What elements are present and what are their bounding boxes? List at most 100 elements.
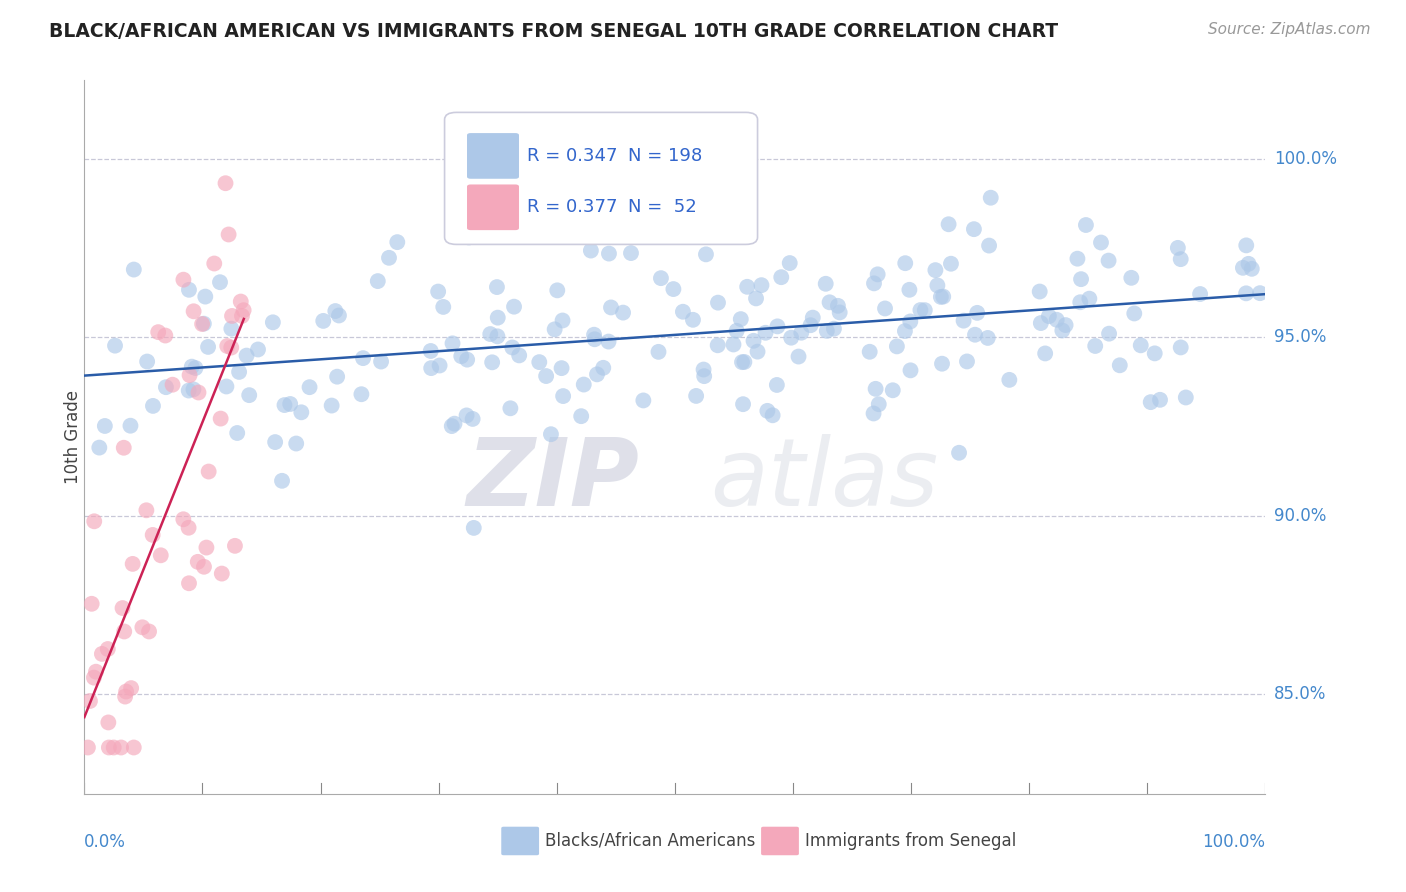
Point — [977, 331, 1000, 345]
Point — [534, 369, 557, 384]
Point — [583, 327, 606, 342]
Point — [97, 642, 120, 657]
Point — [195, 541, 218, 555]
Point — [952, 313, 974, 327]
Point — [135, 503, 157, 517]
Point — [235, 349, 257, 363]
Point — [756, 404, 779, 418]
Point — [193, 559, 215, 574]
Point — [730, 312, 752, 326]
Point — [693, 369, 716, 384]
Point — [350, 387, 373, 401]
Point — [540, 427, 562, 442]
Point — [932, 290, 955, 304]
Point — [692, 362, 714, 376]
Point — [963, 222, 986, 236]
Point — [1143, 346, 1166, 360]
Point — [219, 341, 242, 355]
Point — [180, 359, 202, 374]
Point — [766, 378, 789, 392]
Point — [177, 384, 200, 398]
Point — [94, 419, 117, 434]
Point — [367, 274, 389, 288]
Point — [779, 256, 801, 270]
Point — [461, 412, 484, 426]
Point — [650, 271, 672, 285]
Point — [463, 521, 485, 535]
Point — [97, 715, 120, 730]
Point — [894, 256, 917, 270]
Point — [747, 344, 769, 359]
Point — [271, 474, 294, 488]
Point — [79, 694, 101, 708]
Point — [215, 379, 238, 393]
Point — [1234, 238, 1257, 252]
Y-axis label: 10th Grade: 10th Grade — [65, 390, 82, 484]
Point — [247, 343, 270, 357]
Point — [238, 388, 260, 402]
Point — [486, 310, 509, 325]
Point — [745, 292, 768, 306]
Point — [1090, 235, 1112, 250]
Point — [898, 314, 921, 328]
Point — [312, 314, 335, 328]
Point — [827, 299, 849, 313]
Text: 90.0%: 90.0% — [1274, 507, 1326, 524]
Point — [479, 327, 502, 342]
Point — [1139, 395, 1161, 409]
Point — [1123, 306, 1146, 320]
Point — [370, 354, 392, 368]
Text: ZIP: ZIP — [467, 434, 640, 526]
Point — [620, 246, 643, 260]
Point — [450, 349, 472, 363]
Point — [543, 322, 565, 336]
Point — [586, 368, 609, 382]
Point — [966, 306, 988, 320]
Point — [730, 199, 752, 213]
Point — [456, 352, 478, 367]
Point — [441, 336, 464, 351]
Point — [457, 230, 479, 244]
Point — [187, 555, 209, 569]
Point — [136, 354, 159, 368]
Point — [221, 309, 243, 323]
Point — [131, 620, 153, 634]
Point — [1174, 391, 1197, 405]
Text: N = 198: N = 198 — [627, 147, 702, 165]
Point — [508, 348, 530, 362]
Point — [612, 305, 634, 319]
Point — [882, 384, 904, 398]
Text: atlas: atlas — [710, 434, 939, 525]
Point — [111, 601, 134, 615]
Point — [725, 324, 748, 338]
Point — [217, 339, 239, 353]
Point — [980, 191, 1002, 205]
Point — [598, 246, 620, 260]
Point — [1033, 346, 1056, 360]
Point — [1052, 324, 1074, 338]
Point — [89, 441, 111, 455]
Point — [910, 303, 932, 318]
Point — [221, 321, 243, 335]
Point — [948, 446, 970, 460]
Text: 0.0%: 0.0% — [84, 833, 127, 851]
Text: 100.0%: 100.0% — [1202, 833, 1265, 851]
Point — [172, 273, 194, 287]
Point — [443, 417, 465, 431]
Point — [112, 624, 135, 639]
Point — [112, 441, 135, 455]
Point — [814, 277, 837, 291]
Point — [859, 344, 882, 359]
Point — [298, 380, 321, 394]
Point — [662, 282, 685, 296]
Text: R = 0.377: R = 0.377 — [527, 198, 617, 216]
Point — [1066, 252, 1088, 266]
Point — [939, 257, 962, 271]
Point — [731, 355, 754, 369]
Point — [155, 328, 177, 343]
Point — [378, 251, 401, 265]
Point — [1121, 270, 1143, 285]
Point — [553, 389, 575, 403]
Point — [264, 435, 287, 450]
Point — [801, 310, 824, 325]
